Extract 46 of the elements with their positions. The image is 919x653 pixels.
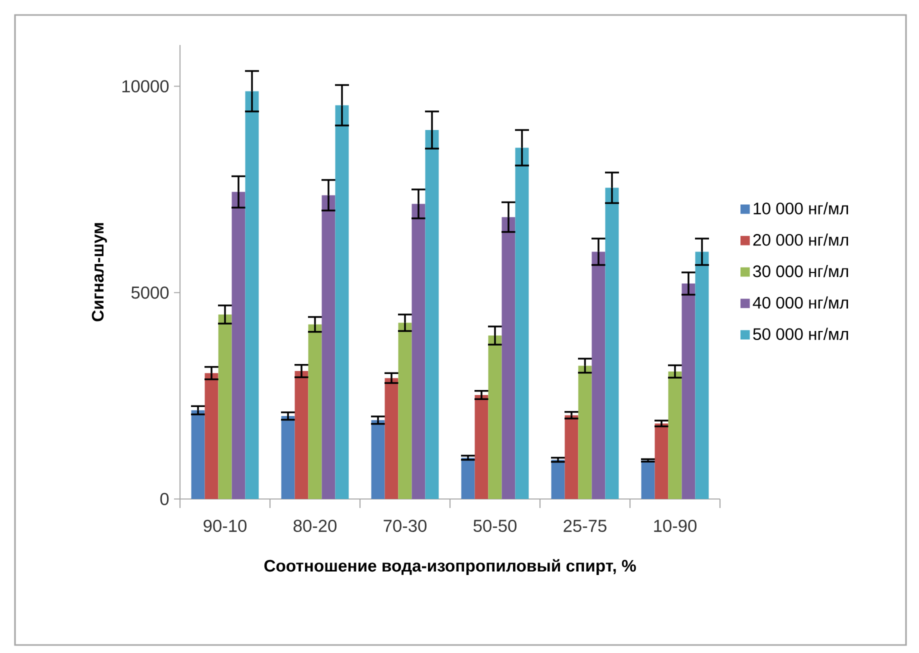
bar	[322, 195, 336, 499]
bar	[294, 371, 308, 499]
bar	[281, 416, 295, 499]
bar	[308, 324, 322, 499]
bar	[461, 458, 475, 499]
bar	[551, 460, 565, 499]
legend-label: 50 000 нг/мл	[753, 328, 848, 340]
bar	[412, 204, 426, 499]
bar	[682, 284, 696, 499]
bar	[474, 394, 488, 499]
x-axis-title: Соотношение вода-изопропиловый спирт, %	[264, 559, 636, 575]
bar	[515, 148, 529, 499]
legend-label: 10 000 нг/мл	[754, 202, 848, 214]
bar	[668, 371, 682, 499]
bar	[578, 366, 592, 499]
x-tick-label: 70-30	[384, 520, 426, 532]
bar	[398, 322, 412, 499]
bar	[488, 336, 502, 499]
bar	[641, 460, 655, 499]
x-tick-label: 25-75	[564, 520, 606, 532]
bar	[232, 192, 246, 499]
legend-label: 20 000 нг/мл	[753, 234, 848, 246]
legend-label: 40 000 нг/мл	[752, 296, 848, 309]
bar	[654, 423, 668, 499]
bar	[605, 188, 619, 499]
bar	[564, 415, 578, 499]
bar	[695, 252, 709, 499]
y-tick-label: 0	[160, 492, 169, 506]
x-tick-label: 50-50	[474, 520, 516, 532]
bar	[218, 314, 232, 499]
bar	[335, 105, 349, 499]
bar	[502, 217, 516, 499]
bar	[204, 373, 218, 499]
bar	[191, 410, 205, 499]
x-tick-label: 10-90	[654, 520, 696, 532]
bar	[371, 420, 385, 499]
x-tick-label: 80-20	[294, 520, 336, 532]
x-tick-label: 90-10	[204, 520, 246, 532]
y-axis-title: Сигнал-шум	[92, 223, 107, 322]
bar	[425, 130, 439, 499]
bar	[384, 378, 398, 499]
y-tick-label: 5000	[131, 286, 169, 299]
y-tick-label: 10000	[122, 80, 169, 92]
legend-label: 30 000 нг/мл	[753, 264, 848, 278]
bar	[592, 252, 606, 499]
bar	[245, 91, 259, 499]
